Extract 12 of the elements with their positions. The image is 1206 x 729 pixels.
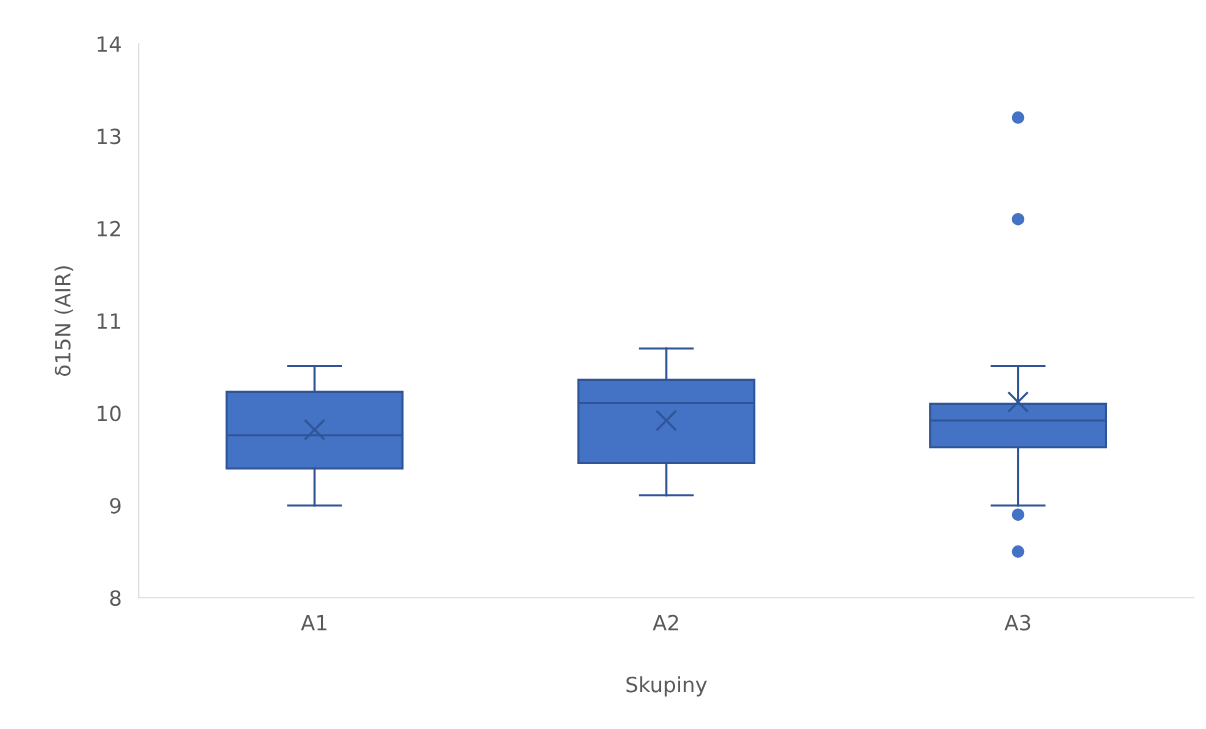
x-tick-label: A2 [652,614,678,631]
y-axis-title: δ15N (AIR) [54,266,74,376]
y-tick-label: 14 [97,36,121,52]
x-tick-label: A3 [1004,614,1031,631]
x-axis-title: Skupiny [626,676,707,697]
y-tick-label: 8 [110,590,121,606]
y-tick-label: 12 [97,220,120,237]
y-tick-label: 9 [110,497,121,514]
x-tick-label: A1 [300,615,327,631]
y-tick-label: 13 [97,128,121,145]
y-tick-label: 10 [97,405,121,422]
y-tick-label: 11 [97,313,121,329]
